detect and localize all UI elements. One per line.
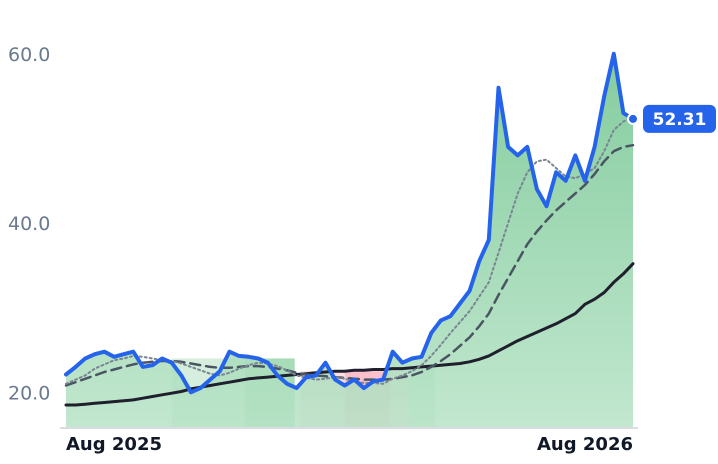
last-value-label: 52.31: [653, 110, 707, 130]
x-tick-label: Aug 2026: [537, 434, 633, 455]
x-tick-label: Aug 2025: [66, 434, 162, 455]
last-point: [627, 112, 639, 125]
y-tick-label: 20.0: [8, 382, 50, 404]
y-tick-label: 40.0: [8, 213, 50, 235]
price-area: [66, 53, 633, 428]
y-tick-label: 60.0: [8, 44, 50, 66]
series-line: [64, 51, 635, 395]
last-value-badge: [643, 104, 716, 133]
series-line: [64, 262, 635, 407]
